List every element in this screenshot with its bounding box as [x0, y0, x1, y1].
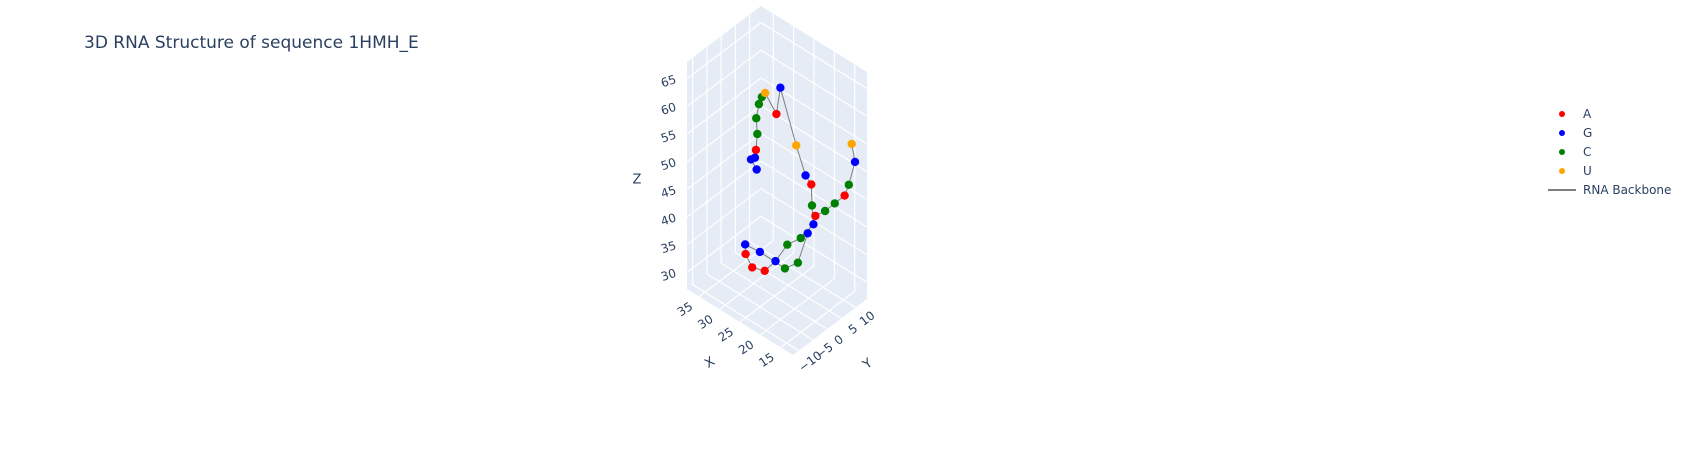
residue-point-u[interactable]: [792, 141, 801, 150]
legend: A G C U RNA Backbone: [1545, 104, 1671, 199]
tick-label-x: 25: [716, 325, 736, 345]
residue-point-g[interactable]: [750, 153, 760, 162]
residue-point-u[interactable]: [760, 88, 770, 98]
gridline-y: [706, 273, 814, 341]
tick-label-z: 40: [659, 211, 678, 229]
residue-point-a[interactable]: [840, 191, 849, 200]
residue-point-a[interactable]: [811, 211, 820, 221]
gridline-y: [720, 262, 828, 330]
legend-marker-g: [1559, 129, 1565, 136]
residue-point-a[interactable]: [772, 109, 781, 119]
residue-point-c[interactable]: [830, 199, 839, 208]
tick-label-z: 65: [659, 72, 678, 90]
legend-label-g: G: [1583, 125, 1593, 140]
gridline-y: [692, 284, 800, 352]
tick-label-x: 15: [756, 350, 776, 370]
legend-marker-u: [1559, 167, 1565, 174]
residue-point-c[interactable]: [793, 258, 803, 267]
legend-label-a: A: [1583, 106, 1592, 121]
residue-point-g[interactable]: [771, 256, 780, 266]
gridline-z: [686, 105, 762, 163]
tick-label-z: 60: [659, 100, 678, 118]
gridline-x: [780, 290, 856, 348]
axis-title-x: X: [702, 354, 718, 371]
legend-label-backbone: RNA Backbone: [1583, 182, 1672, 197]
residue-point-a[interactable]: [760, 266, 769, 276]
legend-marker-a: [1559, 110, 1565, 117]
legend-item-u[interactable]: U: [1545, 161, 1671, 180]
residue-point-g[interactable]: [801, 171, 810, 180]
legend-label-u: U: [1583, 163, 1592, 178]
residue-point-c[interactable]: [780, 264, 790, 273]
rna-backbone-line: [744, 87, 856, 272]
residue-point-c[interactable]: [754, 99, 764, 109]
gridline-z: [686, 160, 762, 218]
chart-title: 3D RNA Structure of sequence 1HMH_E: [84, 33, 419, 53]
tick-label-z: 50: [659, 155, 678, 173]
residue-point-g[interactable]: [776, 83, 785, 92]
legend-item-a[interactable]: A: [1545, 104, 1671, 123]
legend-marker-c: [1559, 148, 1565, 155]
legend-item-backbone[interactable]: RNA Backbone: [1545, 180, 1671, 199]
tick-label-z: 35: [659, 238, 678, 256]
residue-point-g[interactable]: [755, 247, 765, 257]
gridline-x: [739, 265, 815, 323]
gridline-z: [686, 77, 762, 135]
residue-point-c[interactable]: [783, 240, 792, 249]
residue-point-g[interactable]: [752, 165, 761, 174]
legend-line-backbone: [1548, 188, 1576, 191]
residue-point-u[interactable]: [847, 139, 856, 149]
axis-title-y: Y: [859, 356, 875, 373]
tick-label-z: 30: [659, 266, 678, 284]
residue-point-c[interactable]: [807, 201, 817, 210]
tick-label-x: 30: [695, 312, 715, 332]
residue-point-a[interactable]: [807, 180, 816, 189]
residue-point-a[interactable]: [741, 249, 750, 259]
tick-label-z: 55: [659, 128, 678, 146]
residue-point-c[interactable]: [796, 233, 805, 243]
gridline-z: [686, 188, 762, 246]
tick-label-x: 20: [736, 337, 756, 357]
gridline-x: [760, 278, 835, 336]
gridline-z: [686, 22, 762, 80]
residue-point-g[interactable]: [850, 157, 860, 167]
gridline-z: [686, 215, 762, 273]
legend-item-c[interactable]: C: [1545, 142, 1671, 161]
residue-point-c[interactable]: [820, 206, 830, 216]
gridline-z: [686, 49, 762, 107]
tick-label-y: 10: [857, 308, 878, 328]
residue-point-g[interactable]: [803, 229, 812, 238]
gridline-x: [719, 252, 794, 310]
legend-label-c: C: [1583, 144, 1592, 159]
gridline-y: [749, 241, 856, 309]
tick-label-x: 35: [675, 299, 695, 319]
residue-point-c[interactable]: [753, 129, 762, 139]
residue-point-c[interactable]: [844, 180, 853, 189]
tick-label-y: 5: [846, 321, 861, 337]
residue-point-a[interactable]: [751, 145, 761, 155]
residue-point-g[interactable]: [809, 220, 818, 229]
axis-title-z: Z: [633, 173, 642, 188]
pane-x-back: [687, 6, 761, 289]
legend-item-g[interactable]: G: [1545, 123, 1671, 142]
tick-label-z: 45: [659, 183, 678, 201]
residue-point-g[interactable]: [740, 240, 750, 249]
tick-label-y: 0: [831, 332, 846, 348]
residue-point-a[interactable]: [748, 263, 757, 272]
residue-point-c[interactable]: [752, 114, 761, 123]
gridline-z: [686, 132, 762, 190]
